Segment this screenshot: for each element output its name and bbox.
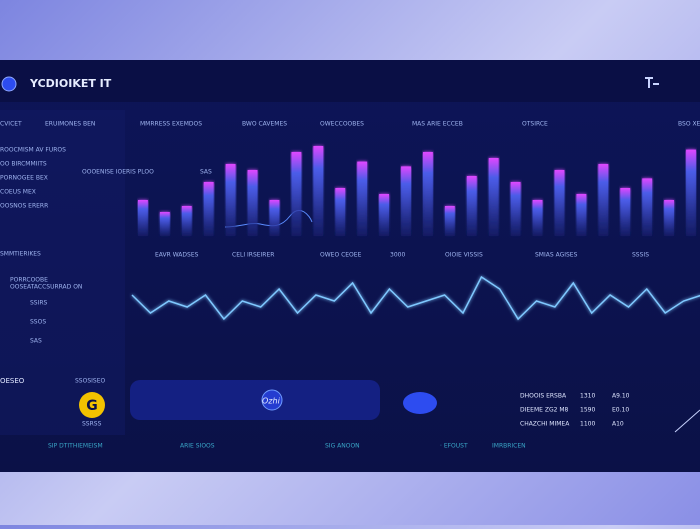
mid-label: OIOIE VISSIS <box>445 252 483 259</box>
bar <box>357 161 368 236</box>
bar <box>203 182 214 236</box>
bar <box>423 152 433 236</box>
bar <box>379 194 390 236</box>
column-header: ERUIMONES BEN <box>45 121 95 128</box>
top-bar <box>0 60 700 102</box>
column-header: OTSIRCE <box>522 121 548 128</box>
sidebar-stat: SAS <box>30 338 42 345</box>
wave-line <box>131 275 700 321</box>
sidebar-stat: SSOS <box>30 319 46 326</box>
bar <box>598 164 609 236</box>
sidebar <box>0 110 125 435</box>
bar <box>620 188 631 236</box>
bar-tag: SAS <box>200 169 212 176</box>
sidebar-item: OOSNOS ERERR <box>0 203 48 210</box>
mid-label: EAVR WADSES <box>155 252 199 259</box>
cloud-button[interactable] <box>403 392 437 414</box>
table-cell: 1310 <box>580 393 595 400</box>
table-cell: A9.10 <box>612 393 630 400</box>
panel-title: OESEO <box>0 377 25 385</box>
table-cell: DHOOIS ERSBA <box>520 393 567 400</box>
mid-label: 3000 <box>390 252 405 259</box>
bar <box>576 194 587 236</box>
bar <box>488 158 499 236</box>
bar <box>225 164 236 236</box>
footer-label: SIG ANOON <box>325 443 360 450</box>
mid-label: SMIAS AGISES <box>535 252 578 259</box>
slider-label: Ozhi <box>262 397 281 406</box>
column-header: MMRRESS EXEMDOS <box>140 121 202 128</box>
bar <box>181 206 192 236</box>
logo[interactable] <box>1 76 17 92</box>
mid-label: OWEO CEOEE <box>320 252 362 259</box>
bar <box>466 176 477 236</box>
badge-letter: G <box>86 398 98 414</box>
slider-track <box>130 380 380 420</box>
column-header: CVICET <box>0 121 22 128</box>
sidebar-sub: PORRCOOBE <box>10 277 48 284</box>
sidebar-stat: SSIRS <box>30 300 48 307</box>
bar <box>664 200 675 236</box>
footer-label: · EFOUST <box>440 443 468 450</box>
table-cell: CHAZCHI MIMEA <box>520 421 570 428</box>
bar <box>401 166 411 236</box>
bar <box>532 200 543 236</box>
app-title: YCDIOIKET IT <box>29 77 112 90</box>
bar-label: OOOENISE IOERIS PLOO <box>82 169 154 176</box>
bar <box>554 170 565 236</box>
table-cell: E0.10 <box>612 407 629 414</box>
bar <box>291 152 302 236</box>
bar <box>247 170 258 236</box>
slider-knob[interactable] <box>261 389 283 411</box>
column-header: MAS ARIE ECCEB <box>412 121 463 128</box>
footer-label: ARIE SIOOS <box>180 443 215 450</box>
menu-icon[interactable] <box>645 77 659 88</box>
table-cell: DIEEME ZG2 M8 <box>520 407 569 414</box>
sidebar-item: OO BIRCMMIITS <box>0 161 47 168</box>
bar <box>335 188 346 236</box>
badge-caption: SSRSS <box>82 421 102 428</box>
bar <box>159 212 170 236</box>
bar <box>510 182 521 236</box>
bar <box>642 178 653 236</box>
column-header: OWECCOOBES <box>320 121 364 128</box>
table-cell: A10 <box>612 421 624 428</box>
mid-label: CELI IRSEIRER <box>232 252 274 259</box>
corner-line <box>674 409 700 433</box>
footer-label: IMRBRICEN <box>492 443 526 450</box>
column-header: BSO XE <box>678 121 700 128</box>
table-cell: 1100 <box>580 421 595 428</box>
panel-sub: SSOSISEO <box>75 378 106 385</box>
bar <box>138 200 148 236</box>
mid-label: SSSIS <box>632 252 649 259</box>
column-header: BWO CAVEMES <box>242 121 287 128</box>
bar <box>313 146 324 236</box>
sidebar-item: PORNOGEE BEX <box>0 175 48 182</box>
sidebar-section: SMMTIERIKES <box>0 251 41 258</box>
sidebar-item: ROOCMISM AV FUROS <box>0 147 66 154</box>
bar <box>269 200 280 236</box>
sidebar-item: COEUS MEX <box>0 189 36 196</box>
bar <box>444 206 455 236</box>
table-cell: 1590 <box>580 407 595 414</box>
footer-label: SIP DTITHIEMEISM <box>48 443 103 450</box>
badge <box>79 392 105 418</box>
bar <box>686 149 696 236</box>
sidebar-sub: OOSEATACCSURRAD ON <box>10 284 82 291</box>
